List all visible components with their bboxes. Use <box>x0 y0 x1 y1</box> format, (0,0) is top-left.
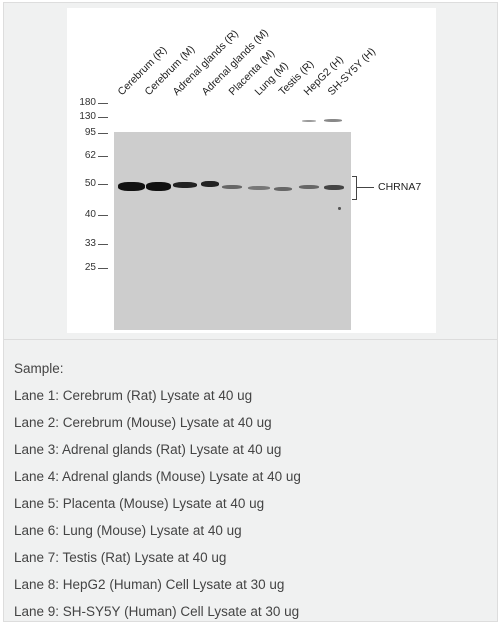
target-pointer-line <box>357 187 374 188</box>
legend-lane-5: Lane 5: Placenta (Mouse) Lysate at 40 ug <box>14 496 265 511</box>
mw-marker-180: 180 <box>79 97 96 108</box>
legend-lane-6: Lane 6: Lung (Mouse) Lysate at 40 ug <box>14 523 242 538</box>
band-lane-4 <box>201 181 219 187</box>
mw-tick-62 <box>98 156 108 157</box>
sample-legend: Sample: Lane 1: Cerebrum (Rat) Lysate at… <box>14 355 301 625</box>
mw-marker-130: 130 <box>79 111 96 122</box>
mw-tick-130 <box>98 117 108 118</box>
faint-band-lane-9-high <box>324 119 342 122</box>
sample-heading: Sample: <box>14 361 64 376</box>
legend-lane-4: Lane 4: Adrenal glands (Mouse) Lysate at… <box>14 469 301 484</box>
legend-lane-2: Lane 2: Cerebrum (Mouse) Lysate at 40 ug <box>14 415 272 430</box>
mw-tick-25 <box>98 268 108 269</box>
band-lane-7 <box>274 187 292 191</box>
mw-tick-95 <box>98 133 108 134</box>
mw-tick-180 <box>98 103 108 104</box>
mw-marker-50: 50 <box>84 178 96 189</box>
band-lane-9 <box>324 185 344 190</box>
legend-lane-1: Lane 1: Cerebrum (Rat) Lysate at 40 ug <box>14 388 253 403</box>
mw-marker-95: 95 <box>84 127 96 138</box>
band-lane-6 <box>248 186 270 190</box>
target-protein-label: CHRNA7 <box>378 181 422 193</box>
western-blot-card: Cerebrum (R) Cerebrum (M) Adrenal glands… <box>3 2 498 622</box>
mw-marker-40: 40 <box>84 209 96 220</box>
legend-lane-8: Lane 8: HepG2 (Human) Cell Lysate at 30 … <box>14 577 285 592</box>
legend-lane-3: Lane 3: Adrenal glands (Rat) Lysate at 4… <box>14 442 282 457</box>
mw-tick-33 <box>98 244 108 245</box>
mw-marker-25: 25 <box>84 262 96 273</box>
target-bracket <box>352 176 357 200</box>
band-lane-3 <box>173 182 197 188</box>
legend-lane-9: Lane 9: SH-SY5Y (Human) Cell Lysate at 3… <box>14 604 300 619</box>
figure-area: Cerebrum (R) Cerebrum (M) Adrenal glands… <box>4 3 497 340</box>
mw-tick-40 <box>98 215 108 216</box>
band-lane-1 <box>118 182 145 191</box>
band-lane-2 <box>146 182 171 191</box>
faint-band-lane-8-high <box>302 120 316 122</box>
mw-tick-50 <box>98 184 108 185</box>
mw-marker-33: 33 <box>84 238 96 249</box>
speck-lane-9 <box>338 207 341 210</box>
blot-membrane <box>114 132 351 330</box>
mw-marker-62: 62 <box>84 150 96 161</box>
band-lane-5 <box>222 185 242 189</box>
legend-lane-7: Lane 7: Testis (Rat) Lysate at 40 ug <box>14 550 227 565</box>
band-lane-8 <box>299 185 319 189</box>
